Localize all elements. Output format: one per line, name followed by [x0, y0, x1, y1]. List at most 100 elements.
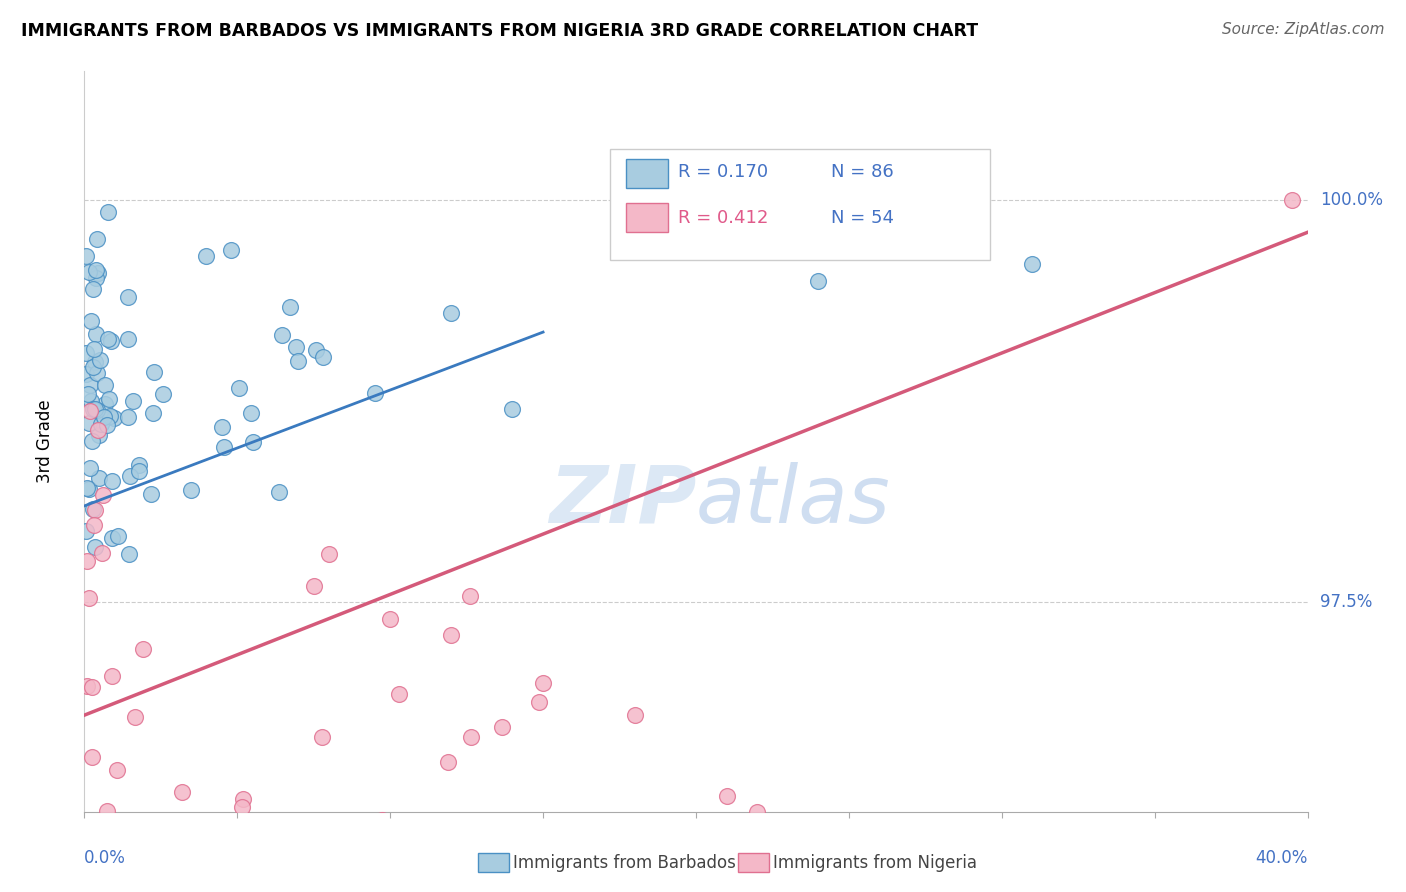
Point — [82, 680, 104, 694]
Point — [221, 243, 243, 257]
Point — [143, 365, 166, 379]
Point — [76, 679, 98, 693]
Point — [271, 327, 294, 342]
Point — [84, 263, 107, 277]
Point — [82, 749, 104, 764]
Point — [96, 418, 118, 433]
Text: IMMIGRANTS FROM BARBADOS VS IMMIGRANTS FROM NIGERIA 3RD GRADE CORRELATION CHART: IMMIGRANTS FROM BARBADOS VS IMMIGRANTS F… — [21, 22, 979, 40]
FancyBboxPatch shape — [626, 203, 668, 232]
Point — [86, 423, 108, 437]
Point — [75, 250, 97, 264]
Point — [83, 342, 105, 356]
Point — [82, 359, 104, 374]
Point — [211, 420, 233, 434]
Point — [84, 270, 107, 285]
Point — [97, 332, 120, 346]
Point — [212, 440, 235, 454]
Point — [79, 393, 101, 408]
Point — [437, 755, 460, 769]
Point — [531, 676, 554, 690]
Point — [1281, 193, 1303, 207]
Point — [87, 428, 110, 442]
Point — [312, 350, 335, 364]
Point — [242, 434, 264, 449]
Point — [86, 403, 108, 417]
Point — [75, 524, 97, 538]
Text: N = 54: N = 54 — [831, 209, 894, 227]
Point — [93, 410, 115, 425]
Point — [100, 334, 122, 348]
Point — [318, 874, 340, 888]
Point — [87, 471, 110, 485]
Point — [98, 392, 121, 407]
Point — [91, 546, 114, 560]
Point — [76, 874, 98, 888]
Point — [380, 611, 402, 625]
Point — [170, 785, 193, 799]
Point — [84, 327, 107, 342]
Point — [502, 402, 524, 417]
Point — [86, 232, 108, 246]
Point — [79, 404, 101, 418]
Text: Immigrants from Barbados: Immigrants from Barbados — [513, 854, 737, 871]
Point — [807, 274, 830, 288]
Point — [239, 406, 262, 420]
Point — [527, 695, 550, 709]
Point — [118, 468, 141, 483]
Point — [122, 394, 145, 409]
Point — [97, 205, 120, 219]
Point — [82, 434, 104, 448]
Point — [77, 416, 100, 430]
FancyBboxPatch shape — [610, 149, 990, 260]
Point — [77, 844, 100, 858]
Point — [87, 266, 110, 280]
Text: 40.0%: 40.0% — [1256, 849, 1308, 867]
Point — [232, 791, 254, 805]
Text: 97.5%: 97.5% — [1320, 593, 1372, 612]
Point — [364, 386, 387, 401]
Point — [141, 406, 163, 420]
Point — [84, 540, 107, 554]
Point — [1021, 258, 1043, 272]
Point — [105, 764, 128, 778]
Point — [77, 591, 100, 605]
Point — [77, 387, 100, 401]
Text: 3rd Grade: 3rd Grade — [35, 400, 53, 483]
Point — [128, 464, 150, 478]
Point — [82, 401, 104, 416]
Point — [287, 354, 309, 368]
Point — [84, 837, 107, 851]
Point — [228, 381, 250, 395]
Point — [124, 710, 146, 724]
Point — [460, 731, 482, 745]
Point — [624, 708, 647, 723]
Text: ZIP: ZIP — [548, 462, 696, 540]
Text: Immigrants from Nigeria: Immigrants from Nigeria — [773, 854, 977, 871]
Text: 0.0%: 0.0% — [84, 849, 127, 867]
Point — [84, 402, 107, 417]
Point — [101, 475, 124, 489]
Point — [75, 367, 97, 381]
Point — [118, 547, 141, 561]
Point — [716, 789, 738, 803]
Point — [387, 687, 409, 701]
Point — [128, 458, 150, 472]
Text: atlas: atlas — [696, 462, 891, 540]
Point — [93, 377, 115, 392]
Point — [89, 352, 111, 367]
Point — [278, 300, 301, 314]
Point — [194, 250, 217, 264]
Point — [302, 579, 325, 593]
Point — [77, 483, 100, 497]
Point — [747, 805, 769, 819]
FancyBboxPatch shape — [626, 159, 668, 187]
Point — [86, 366, 108, 380]
Point — [180, 483, 202, 497]
Point — [458, 589, 481, 603]
Point — [79, 378, 101, 392]
Point — [132, 641, 155, 656]
Point — [96, 804, 118, 818]
Text: N = 86: N = 86 — [831, 163, 893, 181]
Point — [371, 813, 394, 827]
Point — [440, 306, 463, 320]
